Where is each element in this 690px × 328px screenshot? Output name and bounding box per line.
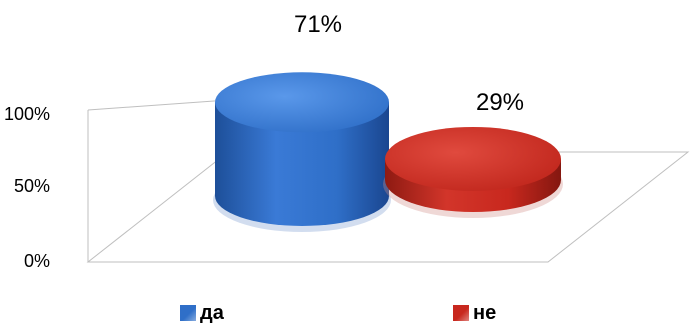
data-label: 71% — [294, 11, 342, 38]
legend-item-da: да — [180, 300, 224, 326]
legend-item-ne: не — [453, 300, 496, 326]
data-labels: 71% 29% — [294, 11, 524, 116]
y-tick-label: 100% — [4, 104, 50, 124]
plot-wall-back — [87, 99, 229, 111]
bar-не — [383, 126, 563, 218]
bar-series — [213, 72, 563, 232]
legend-swatch-red — [453, 305, 469, 321]
data-label: 29% — [476, 89, 524, 116]
bar-top — [385, 126, 561, 191]
y-tick-label: 0% — [24, 251, 50, 271]
legend-label: да — [200, 301, 224, 324]
chart-canvas: 100% 50% 0% 71% 29% — [4, 11, 690, 271]
y-tick-label: 50% — [14, 176, 50, 196]
bar-top — [215, 72, 389, 133]
y-axis-ticks: 100% 50% 0% — [4, 104, 50, 271]
bar-да — [213, 72, 391, 232]
legend-swatch-blue — [180, 305, 196, 321]
bar-side — [215, 102, 389, 226]
legend-label: не — [473, 301, 497, 324]
plot-floor — [86, 151, 690, 263]
